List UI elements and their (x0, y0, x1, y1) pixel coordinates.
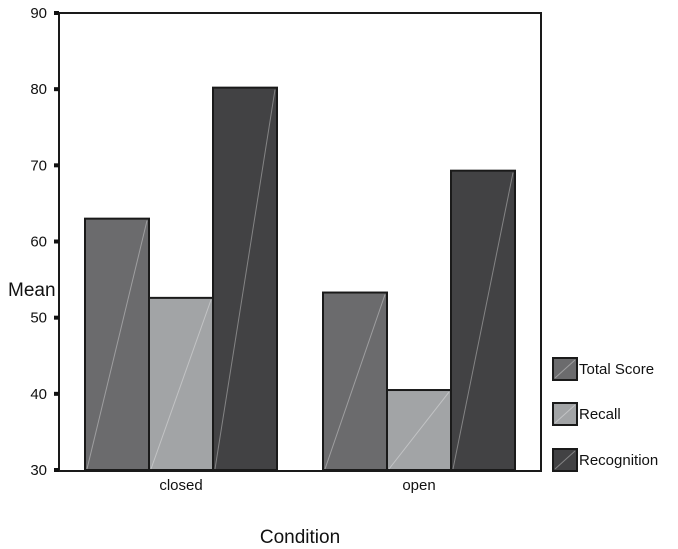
y-tick-label: 80 (30, 81, 47, 98)
y-axis-title: Mean (8, 280, 56, 301)
legend-item-recall: Recall (552, 402, 621, 426)
y-tick-mark (54, 391, 59, 396)
legend-label: Recall (579, 406, 621, 423)
x-tick-label: closed (159, 477, 202, 494)
bar-recall-closed (148, 296, 214, 472)
legend: Total Score Recall Recognition (552, 357, 658, 472)
y-axis: 30 40 50 60 70 80 90 (30, 5, 59, 479)
x-tick-label: open (402, 477, 435, 494)
bar-recall-open (386, 389, 452, 471)
bar-recognition-open (450, 169, 516, 471)
y-tick-label: 50 (30, 310, 47, 327)
y-tick-label: 60 (30, 234, 47, 251)
y-tick-label: 40 (30, 386, 47, 403)
bar-total-score-closed (84, 217, 150, 471)
legend-item-recognition: Recognition (552, 448, 658, 472)
bar-total-score-open (322, 291, 388, 472)
legend-swatch (552, 402, 578, 426)
y-tick-mark (54, 315, 59, 320)
y-tick-mark (54, 163, 59, 168)
legend-label: Total Score (579, 361, 654, 378)
y-tick-label: 90 (30, 5, 47, 22)
legend-swatch (552, 357, 578, 381)
legend-label: Recognition (579, 452, 658, 469)
bar-recognition-closed (212, 86, 278, 471)
y-tick-mark (54, 87, 59, 92)
y-tick-mark (54, 239, 59, 244)
y-tick-label: 30 (30, 462, 47, 479)
y-tick-mark (54, 11, 59, 15)
x-axis-title: Condition (260, 527, 340, 548)
y-tick-mark (54, 468, 59, 472)
bars (84, 86, 516, 472)
legend-swatch (552, 448, 578, 472)
legend-item-total-score: Total Score (552, 357, 654, 381)
x-axis: closed open (159, 477, 435, 494)
y-tick-label: 70 (30, 157, 47, 174)
